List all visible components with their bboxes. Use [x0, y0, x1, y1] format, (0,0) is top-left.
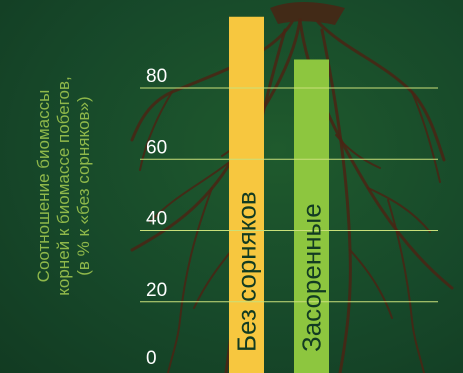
root-strand: [270, 2, 345, 25]
root-strand: [335, 134, 381, 169]
root-strand: [316, 20, 446, 162]
bar-weedy: [294, 59, 329, 373]
root-strand: [130, 20, 294, 142]
root-strand: [367, 187, 431, 233]
root-strand: [411, 91, 441, 183]
y-tick-label-60: 60: [146, 137, 167, 158]
bar-label-weed-free: Без сорняков: [232, 191, 262, 352]
root-strand: [349, 249, 393, 319]
root-strand: [320, 28, 352, 373]
bar-label-weedy: Засоренные: [297, 203, 327, 352]
y-tick-label-80: 80: [146, 66, 167, 87]
root-strand: [167, 187, 213, 373]
y-tick-label-0: 0: [146, 348, 157, 369]
root-strand: [149, 159, 233, 223]
y-tick-label-40: 40: [146, 209, 167, 230]
y-tick-label-20: 20: [146, 280, 167, 301]
roots-background-image: [130, 2, 454, 373]
root-strand: [139, 91, 173, 171]
bar-weed-free: [229, 16, 264, 373]
